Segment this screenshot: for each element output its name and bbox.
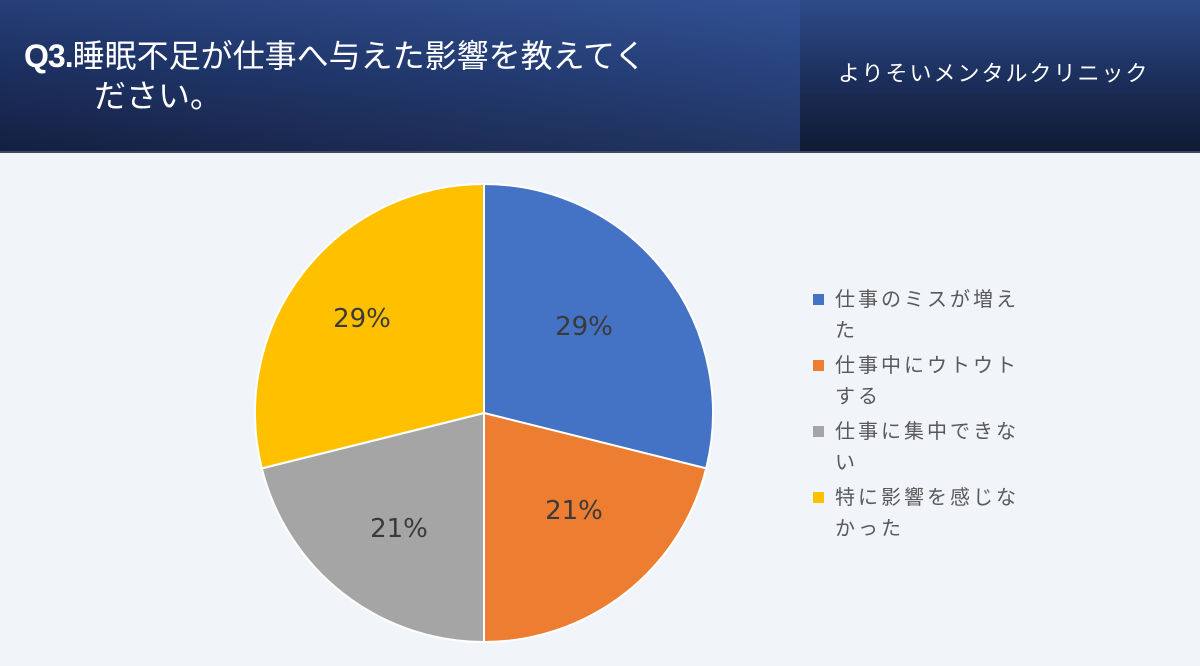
slice-label-drowsy: 21% xyxy=(545,496,603,526)
clinic-name: よりそいメンタルクリニック xyxy=(838,62,1150,87)
legend-item-mistakes[interactable]: 仕事のミスが増えた xyxy=(813,284,1033,346)
pie-chart: 29% 21% 21% 29% xyxy=(0,153,1200,666)
legend-swatch-yellow-icon xyxy=(813,492,824,503)
legend-label: 仕事中にウトウトする xyxy=(835,353,1019,408)
pie-slice-unfocused[interactable] xyxy=(260,411,485,644)
legend-swatch-gray-icon xyxy=(813,426,824,437)
header-left-panel xyxy=(0,0,800,151)
chart-legend: 仕事のミスが増えた 仕事中にウトウトする 仕事に集中できない 特に影響を感じなか… xyxy=(813,284,1033,548)
slide-header: Q3.睡眠不足が仕事へ与えた影響を教えてく ださい。 よりそいメンタルクリニック xyxy=(0,0,1200,153)
legend-item-no-effect[interactable]: 特に影響を感じなかった xyxy=(813,482,1033,544)
legend-swatch-blue-icon xyxy=(813,294,824,305)
legend-label: 特に影響を感じなかった xyxy=(835,485,1019,540)
question-number: Q3. xyxy=(24,38,74,74)
slice-label-mistakes: 29% xyxy=(555,312,613,342)
slice-label-no-effect: 29% xyxy=(333,304,391,334)
pie-slice-drowsy[interactable] xyxy=(483,411,708,644)
legend-label: 仕事のミスが増えた xyxy=(835,287,1019,342)
legend-label: 仕事に集中できない xyxy=(835,419,1019,474)
title-line-1: 睡眠不足が仕事へ与えた影響を教えてく xyxy=(72,37,647,75)
header-right-panel xyxy=(800,0,1200,151)
slice-label-unfocused: 21% xyxy=(370,514,428,544)
legend-swatch-orange-icon xyxy=(813,360,824,371)
page-title: Q3.睡眠不足が仕事へ与えた影響を教えてく ださい。 xyxy=(24,36,744,116)
pie-slice-no-effect[interactable] xyxy=(254,182,485,470)
pie-slice-mistakes[interactable] xyxy=(483,182,714,470)
title-line-2: ださい。 xyxy=(94,77,223,115)
legend-item-unfocused[interactable]: 仕事に集中できない xyxy=(813,416,1033,478)
pie-svg: 29% 21% 21% 29% xyxy=(254,182,714,644)
legend-item-drowsy[interactable]: 仕事中にウトウトする xyxy=(813,350,1033,412)
